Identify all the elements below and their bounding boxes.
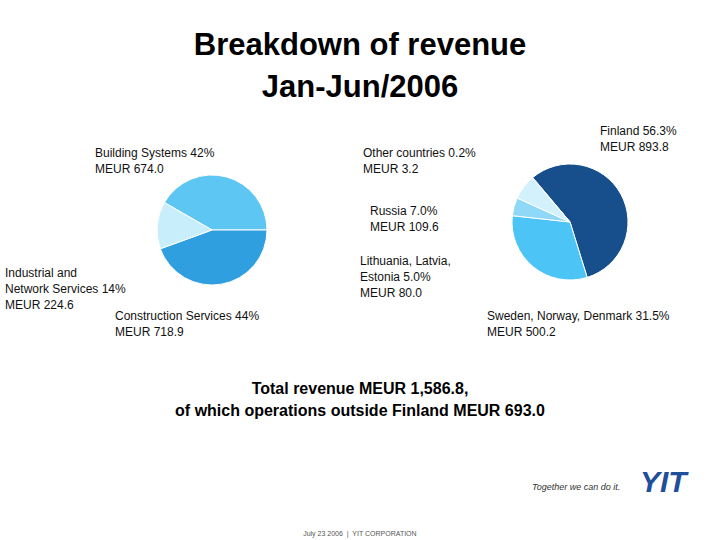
svg-text:Construction Services 44%: Construction Services 44% — [115, 309, 259, 323]
svg-text:Other countries 0.2%: Other countries 0.2% — [363, 146, 476, 160]
svg-text:Breakdown of revenue: Breakdown of revenue — [194, 27, 526, 62]
svg-text:Jan-Jun/2006: Jan-Jun/2006 — [262, 69, 458, 104]
svg-text:Finland 56.3%: Finland 56.3% — [600, 124, 677, 138]
svg-text:MEUR 500.2: MEUR 500.2 — [487, 325, 556, 339]
svg-text:July 23 2006 | YIT CORPORATI: July 23 2006 | YIT CORPORATION — [303, 530, 416, 538]
svg-text:Russia 7.0%: Russia 7.0% — [370, 204, 438, 218]
svg-text:MEUR 3.2: MEUR 3.2 — [363, 162, 419, 176]
svg-text:Industrial and: Industrial and — [5, 266, 77, 280]
svg-text:Lithuania, Latvia,: Lithuania, Latvia, — [360, 254, 451, 268]
svg-text:MEUR 80.0: MEUR 80.0 — [360, 286, 422, 300]
svg-text:Together we can do it.: Together we can do it. — [532, 482, 620, 492]
svg-text:YIT: YIT — [640, 465, 689, 498]
svg-text:MEUR 893.8: MEUR 893.8 — [600, 140, 669, 154]
svg-text:MEUR 718.9: MEUR 718.9 — [115, 325, 184, 339]
svg-text:Sweden, Norway, Denmark 31.5%: Sweden, Norway, Denmark 31.5% — [487, 309, 670, 323]
svg-text:Estonia 5.0%: Estonia 5.0% — [360, 270, 431, 284]
svg-text:MEUR 109.6: MEUR 109.6 — [370, 220, 439, 234]
svg-text:Building Systems 42%: Building Systems 42% — [95, 146, 215, 160]
svg-text:MEUR 224.6: MEUR 224.6 — [5, 298, 74, 312]
svg-text:MEUR 674.0: MEUR 674.0 — [95, 162, 164, 176]
svg-text:of which operations outside Fi: of which operations outside Finland MEUR… — [175, 402, 545, 419]
svg-text:Network Services 14%: Network Services 14% — [5, 282, 126, 296]
svg-text:Total revenue MEUR 1,586.8,: Total revenue MEUR 1,586.8, — [252, 380, 469, 397]
